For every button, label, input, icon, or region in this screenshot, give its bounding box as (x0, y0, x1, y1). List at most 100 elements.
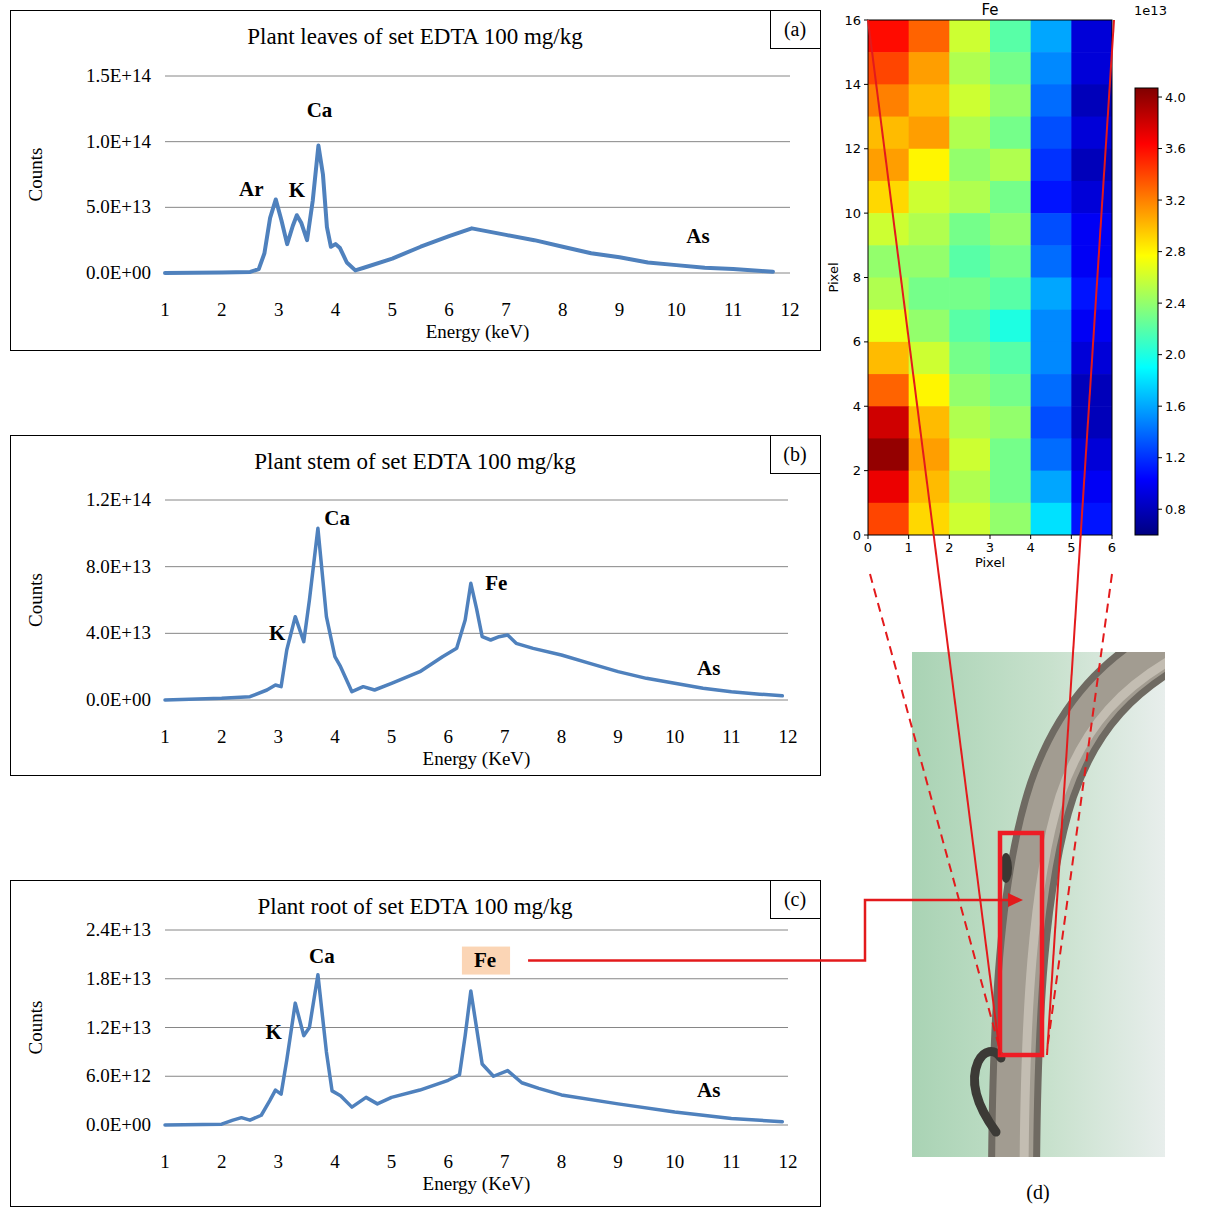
heat-cell (1031, 20, 1072, 53)
y-tick-label: 1.0E+14 (86, 131, 152, 152)
peak-label: Fe (474, 948, 496, 972)
y-tick-label: 0 (853, 528, 861, 543)
x-tick-label: 9 (615, 299, 625, 320)
heat-cell (868, 84, 909, 117)
y-tick-label: 2 (853, 463, 861, 478)
x-tick-label: 7 (501, 299, 511, 320)
heat-cell (1071, 52, 1112, 85)
heat-cell (868, 213, 909, 246)
panel-letter: (d) (1026, 1181, 1049, 1204)
grid-line (165, 978, 788, 979)
colorbar-tick-label: 0.8 (1165, 502, 1186, 517)
heat-cell (990, 52, 1031, 85)
heat-cell (990, 245, 1031, 278)
heat-cell (1071, 503, 1112, 535)
photo-content (912, 652, 1165, 1157)
heat-cell (949, 117, 990, 150)
x-tick (1112, 535, 1113, 539)
x-tick-label: 8 (557, 1151, 567, 1172)
stem-body (1014, 652, 1165, 1157)
x-tick-label: 8 (558, 299, 568, 320)
y-tick-label: 4.0E+13 (86, 622, 151, 643)
grid-line (165, 1125, 788, 1126)
label-highlight (462, 947, 510, 975)
heat-cell (868, 117, 909, 150)
heat-cell (1031, 342, 1072, 375)
colorbar-tick (1158, 354, 1162, 355)
peak-label: As (686, 224, 709, 248)
peak-label: Ca (324, 506, 350, 530)
stem-photo (912, 638, 1185, 1175)
plot-area (165, 146, 773, 273)
chart-title: Plant leaves of set EDTA 100 mg/kg (247, 24, 583, 49)
heat-cell (949, 310, 990, 343)
y-tick-label: 1.2E+13 (86, 1017, 151, 1038)
x-tick-label: 5 (1067, 540, 1075, 555)
y-tick (864, 213, 868, 214)
x-tick-label: 4 (330, 1151, 340, 1172)
heat-cell (949, 181, 990, 214)
heat-cell (1031, 438, 1072, 471)
x-tick-label: 7 (500, 726, 510, 747)
x-tick-label: 12 (781, 299, 800, 320)
x-tick-label: 4 (331, 299, 341, 320)
y-tick-label: 8 (853, 270, 861, 285)
heat-cell (990, 438, 1031, 471)
x-tick (1030, 535, 1031, 539)
y-tick-label: 2.4E+13 (86, 919, 151, 940)
x-tick (868, 535, 869, 539)
x-axis-title: Pixel (975, 555, 1005, 570)
heat-cell (949, 84, 990, 117)
heat-cell (1031, 374, 1072, 407)
x-tick-label: 9 (613, 726, 623, 747)
grid-line (165, 273, 790, 274)
heat-cell (868, 245, 909, 278)
y-tick-label: 5.0E+13 (86, 196, 151, 217)
colorbar-tick-label: 3.2 (1165, 193, 1186, 208)
chart-title: Plant stem of set EDTA 100 mg/kg (254, 449, 576, 474)
panel-frame (11, 881, 821, 1207)
heat-cell (1031, 503, 1072, 535)
x-tick-label: 2 (945, 540, 953, 555)
x-tick (990, 535, 991, 539)
grid-line (165, 500, 788, 501)
heat-cell (1031, 84, 1072, 117)
heat-cell (1031, 310, 1072, 343)
heatmap-title: Fe (981, 1, 998, 19)
y-tick-label: 1.8E+13 (86, 968, 151, 989)
heat-cell (949, 438, 990, 471)
colorbar (1135, 88, 1158, 535)
x-tick-label: 3 (274, 1151, 284, 1172)
heat-cell (1031, 117, 1072, 150)
y-tick-label: 4 (853, 399, 861, 414)
x-axis-title: Energy (keV) (426, 321, 530, 343)
arrow-head (1008, 893, 1023, 907)
x-tick-label: 3 (274, 299, 284, 320)
heat-cell (990, 213, 1031, 246)
heat-cell (909, 117, 950, 150)
y-tick-label: 16 (844, 13, 861, 28)
heat-cell (909, 342, 950, 375)
peak-label: K (266, 1020, 283, 1044)
peak-label: K (289, 178, 306, 202)
heat-cell (990, 310, 1031, 343)
heat-cell (990, 342, 1031, 375)
heat-cell (909, 406, 950, 439)
x-tick-label: 11 (724, 299, 742, 320)
y-tick (864, 148, 868, 149)
heat-cell (868, 374, 909, 407)
heat-cell (1071, 406, 1112, 439)
colorbar-multiplier: 1e13 (1134, 3, 1167, 18)
x-tick-label: 2 (217, 299, 227, 320)
panel-letter: (a) (784, 18, 806, 41)
y-tick (864, 535, 868, 536)
y-tick-label: 1.5E+14 (86, 65, 152, 86)
x-tick-label: 4 (1027, 540, 1035, 555)
connectors (528, 20, 1114, 1055)
colorbar-tick (1158, 148, 1162, 149)
grid-line (165, 700, 788, 701)
heat-cell (1031, 471, 1072, 504)
x-tick-label: 10 (667, 299, 686, 320)
peak-label: As (697, 656, 720, 680)
panel-frame (11, 11, 821, 351)
